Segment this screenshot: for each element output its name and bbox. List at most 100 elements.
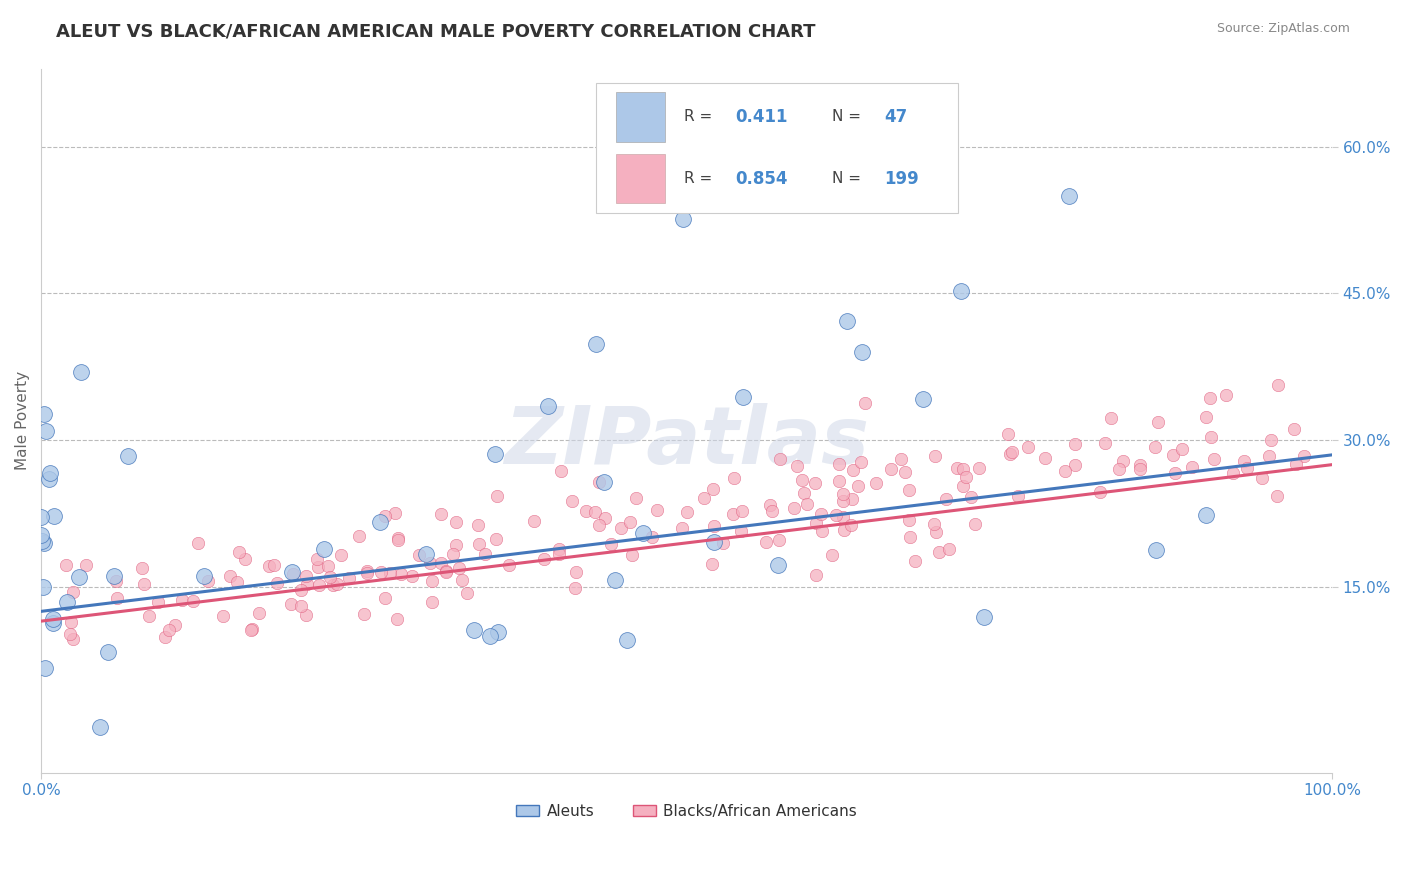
Blacks/African Americans (880, 462, 903, 476)
Blacks/African Americans (599, 537, 621, 551)
Blacks/African Americans (385, 612, 408, 626)
Blacks/African Americans (408, 548, 430, 562)
Blacks/African Americans (702, 482, 724, 496)
Blacks/African Americans (588, 517, 610, 532)
Blacks/African Americans (1017, 440, 1039, 454)
Aleuts (30, 509, 52, 524)
Blacks/African Americans (266, 575, 288, 590)
Blacks/African Americans (768, 533, 790, 547)
Aleuts (368, 516, 391, 530)
Blacks/African Americans (280, 597, 302, 611)
Blacks/African Americans (865, 476, 887, 491)
Blacks/African Americans (564, 581, 586, 595)
Blacks/African Americans (786, 458, 808, 473)
Blacks/African Americans (187, 536, 209, 550)
Blacks/African Americans (898, 513, 921, 527)
Aleuts (56, 594, 79, 608)
Blacks/African Americans (316, 559, 339, 574)
Blacks/African Americans (420, 574, 443, 589)
Blacks/African Americans (550, 464, 572, 478)
Blacks/African Americans (308, 578, 330, 592)
Aleuts (42, 616, 65, 631)
Aleuts (42, 508, 65, 523)
Aleuts (30, 528, 52, 542)
Blacks/African Americans (624, 491, 647, 505)
Aleuts (484, 447, 506, 461)
Aleuts (478, 629, 501, 643)
Aleuts (593, 475, 616, 489)
Blacks/African Americans (1233, 454, 1256, 468)
Aleuts (70, 365, 93, 379)
Text: N =: N = (832, 110, 866, 125)
Aleuts (38, 472, 60, 486)
Blacks/African Americans (60, 615, 83, 630)
Blacks/African Americans (449, 561, 471, 575)
Aleuts (1195, 508, 1218, 522)
Blacks/African Americans (804, 476, 827, 491)
Blacks/African Americans (1007, 489, 1029, 503)
Blacks/African Americans (593, 511, 616, 525)
FancyBboxPatch shape (616, 92, 665, 142)
Blacks/African Americans (131, 561, 153, 575)
Blacks/African Americans (55, 558, 77, 572)
Blacks/African Americans (675, 505, 697, 519)
Blacks/African Americans (619, 515, 641, 529)
Blacks/African Americans (451, 573, 474, 587)
Blacks/African Americans (467, 518, 489, 533)
Blacks/African Americans (1147, 415, 1170, 429)
Aleuts (1057, 188, 1080, 202)
Text: ZIPatlas: ZIPatlas (505, 403, 869, 481)
Text: 47: 47 (884, 108, 907, 126)
Aleuts (672, 212, 695, 227)
Blacks/African Americans (456, 586, 478, 600)
Blacks/African Americans (1260, 433, 1282, 447)
Text: R =: R = (683, 110, 717, 125)
Blacks/African Americans (700, 557, 723, 571)
Blacks/African Americans (952, 478, 974, 492)
Legend: Aleuts, Blacks/African Americans: Aleuts, Blacks/African Americans (510, 797, 863, 825)
Blacks/African Americans (226, 575, 249, 590)
Aleuts (631, 526, 654, 541)
Blacks/African Americans (832, 494, 855, 508)
Blacks/African Americans (769, 451, 792, 466)
Blacks/African Americans (620, 548, 643, 562)
Aleuts (536, 399, 558, 413)
Aleuts (912, 392, 935, 406)
Blacks/African Americans (828, 457, 851, 471)
Blacks/African Americans (1284, 457, 1306, 471)
Blacks/African Americans (793, 485, 815, 500)
Aleuts (950, 284, 973, 298)
Blacks/African Americans (575, 504, 598, 518)
Blacks/African Americans (1282, 422, 1305, 436)
Blacks/African Americans (1112, 453, 1135, 467)
Blacks/African Americans (1108, 462, 1130, 476)
Blacks/African Americans (420, 595, 443, 609)
Blacks/African Americans (290, 599, 312, 614)
Text: 0.854: 0.854 (735, 169, 789, 187)
Blacks/African Americans (1129, 458, 1152, 473)
Blacks/African Americans (58, 627, 80, 641)
Blacks/African Americans (146, 595, 169, 609)
Blacks/African Americans (389, 566, 412, 581)
Blacks/African Americans (1222, 466, 1244, 480)
Blacks/African Americans (898, 531, 921, 545)
Blacks/African Americans (374, 591, 396, 606)
Aleuts (973, 610, 995, 624)
Aleuts (486, 625, 509, 640)
Aleuts (42, 612, 65, 626)
Blacks/African Americans (755, 534, 778, 549)
Blacks/African Americans (1204, 452, 1226, 467)
Blacks/African Americans (1161, 448, 1184, 462)
Blacks/African Americans (294, 608, 316, 623)
Aleuts (766, 558, 789, 573)
Blacks/African Americans (157, 623, 180, 637)
Blacks/African Americans (967, 461, 990, 475)
Blacks/African Americans (841, 518, 863, 533)
Blacks/African Americans (356, 564, 378, 578)
Blacks/African Americans (349, 529, 371, 543)
Blacks/African Americans (998, 447, 1021, 461)
Blacks/African Americans (446, 516, 468, 530)
Aleuts (89, 720, 111, 734)
Blacks/African Americans (485, 489, 508, 503)
Blacks/African Americans (849, 455, 872, 469)
